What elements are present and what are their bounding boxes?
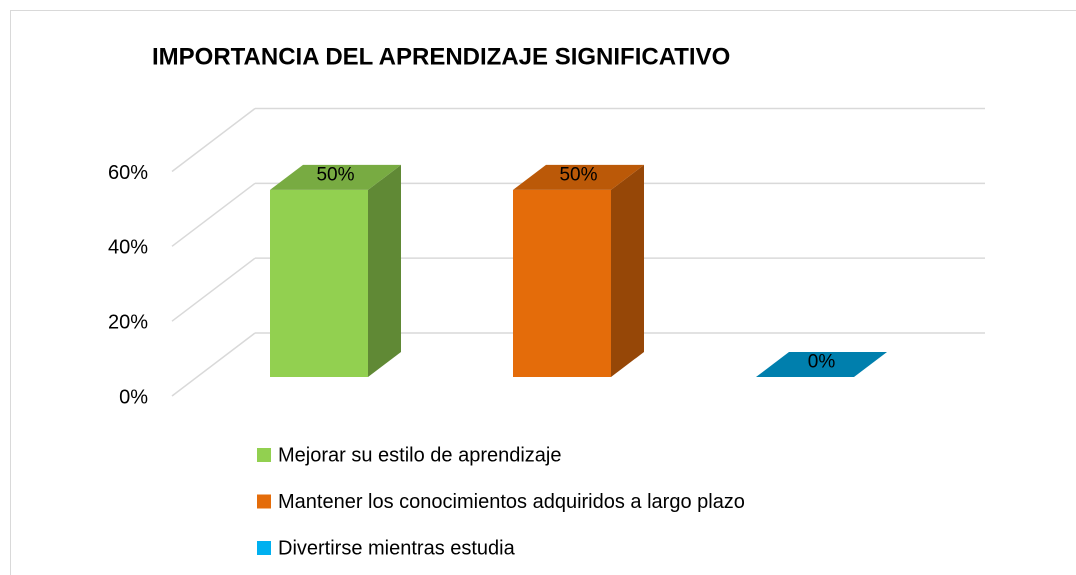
grid-line-side xyxy=(171,332,256,397)
bar-side xyxy=(611,164,644,377)
bar-top xyxy=(513,164,644,190)
chart-title: IMPORTANCIA DEL APRENDIZAJE SIGNIFICATIV… xyxy=(152,43,730,70)
legend-label: Mejorar su estilo de aprendizaje xyxy=(278,444,562,466)
bar-front xyxy=(270,189,368,377)
y-tick-label: 20% xyxy=(108,311,148,333)
value-label: 0% xyxy=(808,352,836,373)
bar-front xyxy=(513,189,611,377)
legend-swatch xyxy=(257,494,271,509)
y-tick-label: 0% xyxy=(119,386,148,408)
grid-line-side xyxy=(171,257,256,322)
legend-label: Mantener los conocimientos adquiridos a … xyxy=(278,491,745,513)
value-label: 50% xyxy=(316,164,354,185)
bar-side xyxy=(368,164,401,377)
y-tick-label: 40% xyxy=(108,237,148,259)
bar-top xyxy=(270,164,401,190)
y-tick-label: 60% xyxy=(108,162,148,184)
grid-line-side xyxy=(171,107,256,173)
legend-swatch xyxy=(257,448,271,462)
legend-label: Divertirse mientras estudia xyxy=(278,537,516,559)
grid-line-side xyxy=(171,182,256,247)
bar-top xyxy=(756,352,887,377)
legend-swatch xyxy=(257,541,271,555)
value-label: 50% xyxy=(559,164,597,185)
